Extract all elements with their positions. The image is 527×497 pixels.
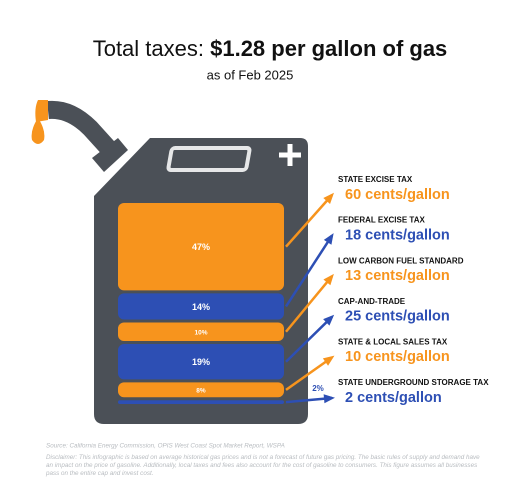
segment-label: 14% xyxy=(192,302,210,312)
source: Source: California Energy Commission, OP… xyxy=(46,443,285,450)
fuel-drop xyxy=(31,118,45,144)
bar-segment xyxy=(118,382,284,398)
bar-segment xyxy=(118,400,284,404)
connector xyxy=(285,315,333,363)
connector xyxy=(285,194,333,248)
arrow-head xyxy=(323,192,334,204)
tax-name: FEDERAL EXCISE TAX xyxy=(338,216,425,225)
tax-cents: 25 cents/gallon xyxy=(345,309,450,325)
tax-name: STATE EXCISE TAX xyxy=(338,175,413,184)
segment-label: 19% xyxy=(192,357,210,367)
tax-name: STATE UNDERGROUND STORAGE TAX xyxy=(338,378,489,387)
arrow-head xyxy=(323,314,335,326)
tax-name: CAP-AND-TRADE xyxy=(338,297,406,306)
title-plain: Total taxes: xyxy=(93,36,204,61)
segment-label: 47% xyxy=(192,242,210,252)
tax-cents: 18 cents/gallon xyxy=(345,227,450,243)
can-handle xyxy=(166,146,252,172)
disclaimer: Disclaimer: This infographic is based on… xyxy=(46,454,480,477)
bar-segment xyxy=(118,344,284,380)
bar-segment xyxy=(118,293,284,320)
spout-tip xyxy=(35,100,48,122)
bar-segment xyxy=(118,322,284,342)
arrow-head xyxy=(323,273,334,286)
tax-name: STATE & LOCAL SALES TAX xyxy=(338,338,448,347)
subtitle: as of Feb 2025 xyxy=(207,67,294,82)
tax-cents: 60 cents/gallon xyxy=(345,187,450,203)
spout-base xyxy=(92,138,128,172)
segment-label: 8% xyxy=(196,388,206,395)
connector xyxy=(285,275,333,333)
chart-title: Total taxes: $1.28 per gallon of gas xyxy=(93,36,448,61)
can-spout xyxy=(47,100,117,157)
tax-cents: 2 cents/gallon xyxy=(345,390,442,406)
can-plus xyxy=(279,144,301,166)
bar-segment xyxy=(118,203,284,291)
connector xyxy=(285,356,333,391)
segment-label: 10% xyxy=(194,329,207,336)
connector xyxy=(284,234,334,308)
arrow-head xyxy=(322,355,335,366)
segment-label: 2% xyxy=(312,384,324,393)
tax-cents: 10 cents/gallon xyxy=(345,349,450,365)
title-bold: $1.28 per gallon of gas xyxy=(210,36,447,61)
arrow-head xyxy=(323,394,335,404)
arrow-head xyxy=(323,233,334,245)
tax-name: LOW CARBON FUEL STANDARD xyxy=(338,256,464,265)
tax-cents: 13 cents/gallon xyxy=(345,268,450,284)
